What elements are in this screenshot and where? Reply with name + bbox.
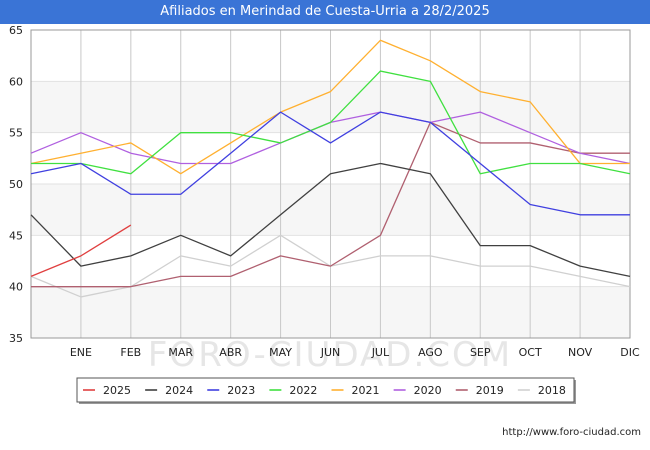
legend-label-2022: 2022 bbox=[289, 384, 317, 397]
legend-label-2024: 2024 bbox=[165, 384, 193, 397]
chart-title: Afiliados en Merindad de Cuesta-Urria a … bbox=[0, 0, 650, 24]
series-line-2021 bbox=[30, 39, 630, 175]
legend-box bbox=[76, 377, 575, 403]
x-tick-label: JUL bbox=[371, 346, 390, 359]
legend-label-2020: 2020 bbox=[414, 384, 442, 397]
watermark-text: FORO-CIUDAD.COM bbox=[148, 335, 512, 375]
legend-label-2023: 2023 bbox=[227, 384, 255, 397]
x-tick-label: FEB bbox=[120, 346, 141, 359]
x-tick-label: NOV bbox=[568, 346, 593, 359]
series-line-2025 bbox=[30, 224, 132, 278]
series-line-2024 bbox=[30, 162, 631, 278]
legend: 2025 2024 2023 2022 2021 2020 2019 2018 bbox=[76, 377, 576, 404]
x-tick-label: JUN bbox=[320, 346, 341, 359]
series-lines bbox=[30, 39, 631, 298]
x-axis-ticks: ENE FEB MAR ABR MAY JUN JUL AGO SEP OCT NOV DIC bbox=[70, 346, 640, 359]
legend-label-2025: 2025 bbox=[103, 384, 131, 397]
x-tick-label: AGO bbox=[418, 346, 443, 359]
y-tick-label: 50 bbox=[9, 178, 23, 191]
legend-label-2019: 2019 bbox=[476, 384, 504, 397]
y-tick-label: 65 bbox=[9, 24, 23, 37]
legend-label-2021: 2021 bbox=[352, 384, 380, 397]
y-axis-ticks: 35 40 45 50 55 60 65 bbox=[9, 24, 23, 345]
y-tick-label: 55 bbox=[9, 127, 23, 140]
series-line-2023 bbox=[30, 111, 630, 216]
x-tick-label: SEP bbox=[470, 346, 491, 359]
x-tick-label: ABR bbox=[219, 346, 242, 359]
series-line-2022 bbox=[31, 70, 631, 175]
y-tick-label: 45 bbox=[9, 229, 23, 242]
x-tick-label: ENE bbox=[70, 346, 92, 359]
x-tick-label: MAY bbox=[269, 346, 292, 359]
source-url[interactable]: http://www.foro-ciudad.com bbox=[502, 427, 641, 438]
x-tick-label: OCT bbox=[519, 346, 542, 359]
legend-label-2018: 2018 bbox=[538, 384, 566, 397]
series-line-2019 bbox=[31, 121, 630, 288]
y-tick-label: 35 bbox=[9, 332, 23, 345]
y-tick-label: 40 bbox=[9, 281, 23, 294]
y-tick-label: 60 bbox=[9, 75, 23, 88]
x-tick-label: DIC bbox=[620, 346, 640, 359]
plot-frame bbox=[30, 29, 631, 339]
x-tick-label: MAR bbox=[168, 346, 193, 359]
